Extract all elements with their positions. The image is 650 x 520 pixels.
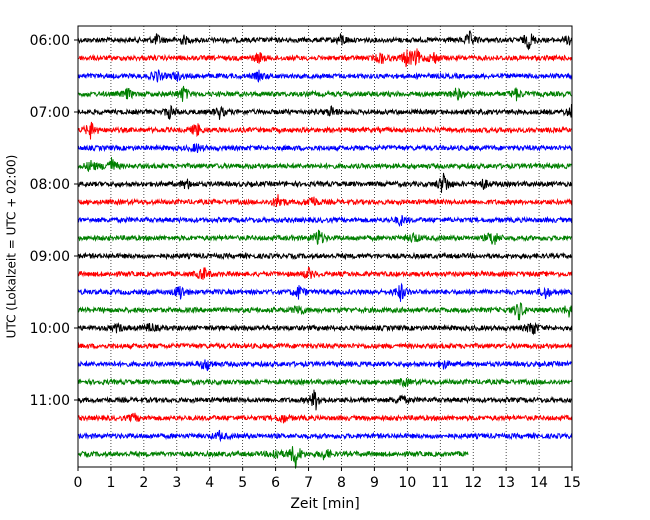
seismic-trace-1100 <box>77 389 573 411</box>
seismic-trace-1130 <box>77 429 573 443</box>
seismic-trace-0800 <box>77 172 573 193</box>
x-tick-label: 14 <box>530 475 548 491</box>
seismic-trace-1015 <box>77 341 573 351</box>
x-tick-label: 1 <box>106 475 115 491</box>
y-tick-label: 06:00 <box>30 33 70 49</box>
seismic-trace-1145 <box>77 446 469 469</box>
seismic-trace-0900 <box>77 251 573 261</box>
y-tick-label: 10:00 <box>30 321 70 337</box>
y-tick-label: 08:00 <box>30 177 70 193</box>
x-tick-label: 6 <box>271 475 280 491</box>
seismic-trace-0915 <box>77 266 573 280</box>
seismic-trace-0830 <box>77 214 573 228</box>
seismic-trace-1045 <box>77 377 573 389</box>
y-axis-ticks: 06:00 07:00 08:00 09:00 10:00 11:00 <box>30 33 78 409</box>
x-tick-label: 12 <box>464 475 482 491</box>
y-tick-label: 09:00 <box>30 249 70 265</box>
seismic-trace-0645 <box>77 85 573 102</box>
seismic-trace-0745 <box>77 157 573 173</box>
x-tick-label: 9 <box>370 475 379 491</box>
x-tick-label: 13 <box>497 475 515 491</box>
x-tick-label: 8 <box>337 475 346 491</box>
x-tick-label: 7 <box>304 475 313 491</box>
seismic-trace-1000 <box>77 321 573 336</box>
seismic-trace-0930 <box>77 282 573 302</box>
y-axis-label: UTC (Lokalzeit = UTC + 02:00) <box>5 155 19 339</box>
y-tick-label: 11:00 <box>30 393 70 409</box>
x-tick-label: 11 <box>431 475 449 491</box>
seismic-trace-0730 <box>77 143 573 153</box>
x-tick-label: 0 <box>74 475 83 491</box>
seismic-trace-1030 <box>77 359 573 372</box>
seismic-trace-0630 <box>77 69 573 83</box>
seismic-trace-0600 <box>77 30 573 51</box>
seismic-traces <box>77 30 573 469</box>
plot-frame <box>77 25 573 468</box>
x-tick-label: 5 <box>238 475 247 491</box>
seismic-trace-0945 <box>77 302 573 321</box>
seismic-trace-1115 <box>77 412 573 424</box>
x-tick-label: 3 <box>172 475 181 491</box>
x-axis-ticks: 0 1 2 3 4 5 6 7 8 9 10 11 12 13 14 15 <box>74 467 581 491</box>
seismic-trace-0815 <box>77 194 573 207</box>
seismic-trace-0615 <box>77 48 573 68</box>
y-tick-label: 07:00 <box>30 105 70 121</box>
seismic-trace-0845 <box>77 229 573 245</box>
seismic-trace-0700 <box>77 103 573 120</box>
x-tick-label: 2 <box>139 475 148 491</box>
x-tick-label: 15 <box>563 475 581 491</box>
x-tick-label: 10 <box>398 475 416 491</box>
x-axis-label: Zeit [min] <box>290 496 359 512</box>
x-tick-label: 4 <box>205 475 214 491</box>
seismic-trace-0715 <box>77 121 573 140</box>
